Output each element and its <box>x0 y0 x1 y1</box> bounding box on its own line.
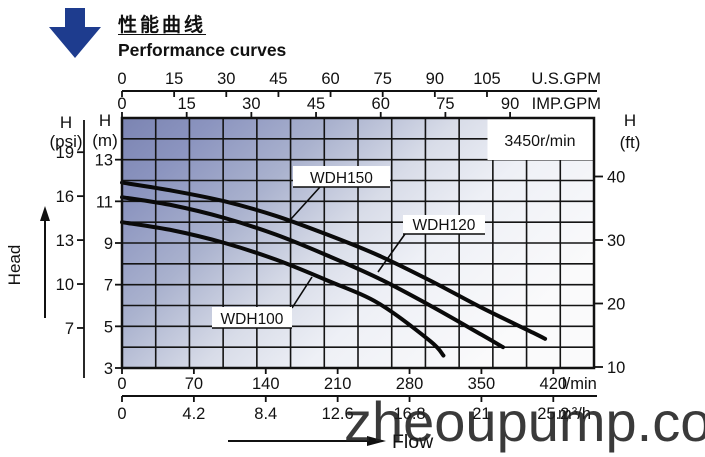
us_gpm-tick-label: 15 <box>165 70 183 88</box>
lmin-tick-label: 280 <box>396 375 424 393</box>
title-block: 性能曲线 Performance curves <box>118 10 286 61</box>
us_gpm-tick-label: 45 <box>269 70 287 88</box>
psi-header-h: H <box>60 113 72 132</box>
flow-axis-title: Flow <box>392 431 434 453</box>
m3h-tick-label: 8.4 <box>254 405 277 423</box>
curve-label-box-wdh100 <box>212 307 292 328</box>
rpm-label-box <box>487 119 594 160</box>
us_gpm-tick-label: 105 <box>473 70 501 88</box>
curve-label-leader-wdh120 <box>377 233 406 273</box>
curve-label-box-wdh120 <box>403 215 485 234</box>
m3h-tick-label: 16.8 <box>393 405 425 423</box>
lmin-tick-label: 70 <box>185 375 203 393</box>
m-tick-label: 13 <box>95 152 113 170</box>
m3h-tick-label: 12.6 <box>322 405 354 423</box>
curve-labels: WDH150 WDH120 WDH100 <box>212 166 485 329</box>
m-tick-label: 5 <box>104 318 113 336</box>
ft-header-unit: (ft) <box>620 133 641 152</box>
imp_gpm-tick-label: 30 <box>242 95 260 113</box>
psi-header-unit: (psi) <box>49 132 82 151</box>
m-tick-label: 11 <box>96 193 113 211</box>
lmin-axis-label: l/min <box>562 375 597 393</box>
head-arrow-head-icon <box>40 206 50 221</box>
curve-wdh120 <box>120 195 505 350</box>
m-tick-label: 7 <box>104 277 113 295</box>
us_gpm-tick-label: 30 <box>217 70 235 88</box>
imp_gpm-tick-label: 45 <box>307 95 325 113</box>
curve-label-wdh100: WDH100 <box>221 311 284 328</box>
imp_gpm-tick-label: 0 <box>117 95 126 113</box>
rpm-label: 3450r/min <box>504 133 575 150</box>
curve-wdh150 <box>120 180 548 341</box>
psi-tick-label: 13 <box>56 232 74 250</box>
curves <box>120 180 548 358</box>
head-axis-title: Head <box>5 245 24 286</box>
flow-arrow-head-icon <box>367 436 386 446</box>
ft-tick-label: 20 <box>607 296 625 314</box>
ft-tick-label: 40 <box>607 169 625 187</box>
m-header-h: H <box>99 111 111 130</box>
lmin-tick-label: 420 <box>540 375 568 393</box>
m3h-tick-label: 21 <box>472 405 490 423</box>
curve-wdh100 <box>120 220 446 358</box>
curve-label-leader-wdh150 <box>290 186 321 220</box>
curve-label-leader-wdh100 <box>291 276 313 309</box>
axis-lines <box>83 90 597 397</box>
m-tick-label: 9 <box>104 235 113 253</box>
m-tick-label: 3 <box>104 360 113 378</box>
down-arrow-icon <box>49 8 101 58</box>
imp_gpm-tick-label: 15 <box>178 95 196 113</box>
axis-ticks <box>77 91 603 402</box>
us_gpm-tick-label: 75 <box>374 70 392 88</box>
m3h-tick-label: 25.2 <box>537 405 569 423</box>
us_gpm-tick-label: 60 <box>321 70 339 88</box>
title-chinese: 性能曲线 <box>118 15 207 36</box>
title-english: Performance curves <box>118 40 287 60</box>
curve-label-wdh120: WDH120 <box>413 217 476 234</box>
lmin-tick-label: 210 <box>324 375 352 393</box>
curve-label-wdh150: WDH150 <box>310 170 373 187</box>
curve-label-box-wdh150 <box>293 166 390 187</box>
imp_gpm-tick-label: 75 <box>436 95 454 113</box>
head-axis-annotation: Head <box>5 206 50 318</box>
ft-tick-label: 10 <box>607 359 625 377</box>
ft-tick-label: 30 <box>607 232 625 250</box>
header: 性能曲线 Performance curves <box>0 0 705 62</box>
m3h-axis-label: m³/h <box>558 405 591 423</box>
m3h-tick-label: 4.2 <box>182 405 205 423</box>
m-header-unit: (m) <box>92 131 117 150</box>
m3h-tick-label: 0 <box>117 405 126 423</box>
imp_gpm-tick-label: 90 <box>501 95 519 113</box>
psi-tick-label: 16 <box>56 188 74 206</box>
us_gpm-tick-label: 90 <box>426 70 444 88</box>
lmin-tick-label: 140 <box>252 375 280 393</box>
psi-tick-label: 10 <box>56 276 74 294</box>
ft-header-h: H <box>624 111 636 130</box>
imp_gpm-tick-label: 60 <box>372 95 390 113</box>
imp-gpm-axis-label: IMP.GPM <box>532 95 601 113</box>
flow-axis-annotation: Flow <box>228 431 434 453</box>
lmin-tick-label: 350 <box>468 375 496 393</box>
lmin-tick-label: 0 <box>117 375 126 393</box>
psi-tick-label: 19 <box>56 144 74 162</box>
psi-tick-label: 7 <box>65 320 74 338</box>
us-gpm-axis-label: U.S.GPM <box>531 70 601 88</box>
us_gpm-tick-label: 0 <box>117 70 126 88</box>
